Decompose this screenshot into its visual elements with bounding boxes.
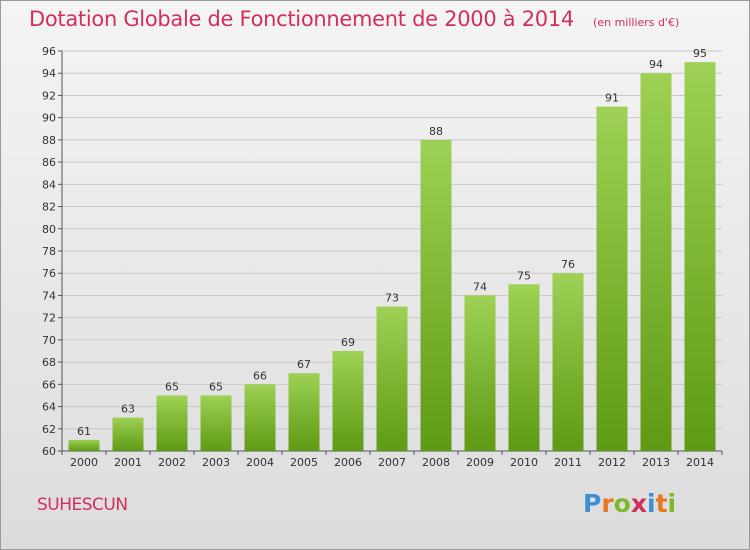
data-label: 95 xyxy=(693,47,707,60)
y-tick-label: 90 xyxy=(42,112,56,125)
y-tick-label: 88 xyxy=(42,134,56,147)
y-tick-label: 62 xyxy=(42,423,56,436)
y-tick-label: 64 xyxy=(42,401,56,414)
bar-2006[interactable] xyxy=(332,351,364,451)
x-tick-label: 2002 xyxy=(158,456,186,469)
bar-2000[interactable] xyxy=(68,439,100,451)
bar-2013[interactable] xyxy=(640,73,672,451)
data-label: 91 xyxy=(605,92,619,105)
x-tick-label: 2000 xyxy=(70,456,98,469)
title-row: Dotation Globale de Fonctionnement de 20… xyxy=(29,7,679,31)
bar-2007[interactable] xyxy=(376,306,408,451)
y-tick-label: 84 xyxy=(42,178,56,191)
bar-2014[interactable] xyxy=(684,62,716,451)
x-tick-label: 2014 xyxy=(686,456,714,469)
x-tick-label: 2006 xyxy=(334,456,362,469)
x-tick-label: 2003 xyxy=(202,456,230,469)
x-tick-label: 2008 xyxy=(422,456,450,469)
data-label: 61 xyxy=(77,425,91,438)
bar-2004[interactable] xyxy=(244,384,276,451)
y-tick-label: 80 xyxy=(42,223,56,236)
x-tick-label: 2005 xyxy=(290,456,318,469)
logo-letter: P xyxy=(583,489,602,518)
logo-letter: r xyxy=(601,489,614,518)
data-label: 73 xyxy=(385,292,399,305)
bar-2008[interactable] xyxy=(420,139,452,451)
bar-2002[interactable] xyxy=(156,395,188,451)
chart-subtitle: (en milliers d'€) xyxy=(593,16,680,29)
data-label: 63 xyxy=(121,403,135,416)
y-tick-label: 60 xyxy=(42,445,56,458)
commune-name: SUHESCUN xyxy=(37,495,128,515)
data-label: 75 xyxy=(517,269,531,282)
bar-2011[interactable] xyxy=(552,273,584,451)
y-tick-label: 70 xyxy=(42,334,56,347)
data-label: 66 xyxy=(253,369,267,382)
y-tick-label: 72 xyxy=(42,312,56,325)
data-label: 94 xyxy=(649,58,663,71)
bar-2010[interactable] xyxy=(508,284,540,451)
y-tick-label: 66 xyxy=(42,378,56,391)
x-tick-label: 2007 xyxy=(378,456,406,469)
data-label: 67 xyxy=(297,358,311,371)
x-tick-label: 2009 xyxy=(466,456,494,469)
y-tick-label: 78 xyxy=(42,245,56,258)
x-tick-label: 2004 xyxy=(246,456,274,469)
data-label: 88 xyxy=(429,125,443,138)
y-tick-label: 86 xyxy=(42,156,56,169)
x-tick-label: 2011 xyxy=(554,456,582,469)
logo-letter: t xyxy=(655,489,668,518)
logo-letter: o xyxy=(613,489,631,518)
x-tick-label: 2012 xyxy=(598,456,626,469)
y-tick-label: 74 xyxy=(42,289,56,302)
data-label: 65 xyxy=(209,380,223,393)
chart-title: Dotation Globale de Fonctionnement de 20… xyxy=(29,7,574,31)
bar-2005[interactable] xyxy=(288,373,320,451)
logo-letter: i xyxy=(647,489,656,518)
data-label: 76 xyxy=(561,258,575,271)
x-tick-label: 2001 xyxy=(114,456,142,469)
data-label: 69 xyxy=(341,336,355,349)
bar-2012[interactable] xyxy=(596,106,628,452)
y-tick-label: 96 xyxy=(42,45,56,58)
y-tick-label: 92 xyxy=(42,89,56,102)
x-tick-label: 2010 xyxy=(510,456,538,469)
x-tick-label: 2013 xyxy=(642,456,670,469)
y-tick-label: 76 xyxy=(42,267,56,280)
proxiti-logo[interactable]: Proxiti xyxy=(583,489,676,518)
bar-2001[interactable] xyxy=(112,417,144,451)
bar-2003[interactable] xyxy=(200,395,232,451)
y-tick-label: 68 xyxy=(42,356,56,369)
y-tick-label: 82 xyxy=(42,201,56,214)
logo-letter: i xyxy=(667,489,677,518)
data-label: 65 xyxy=(165,380,179,393)
bar-2009[interactable] xyxy=(464,295,496,451)
data-label: 74 xyxy=(473,280,487,293)
logo-letter: x xyxy=(630,489,647,518)
y-tick-label: 94 xyxy=(42,67,56,80)
